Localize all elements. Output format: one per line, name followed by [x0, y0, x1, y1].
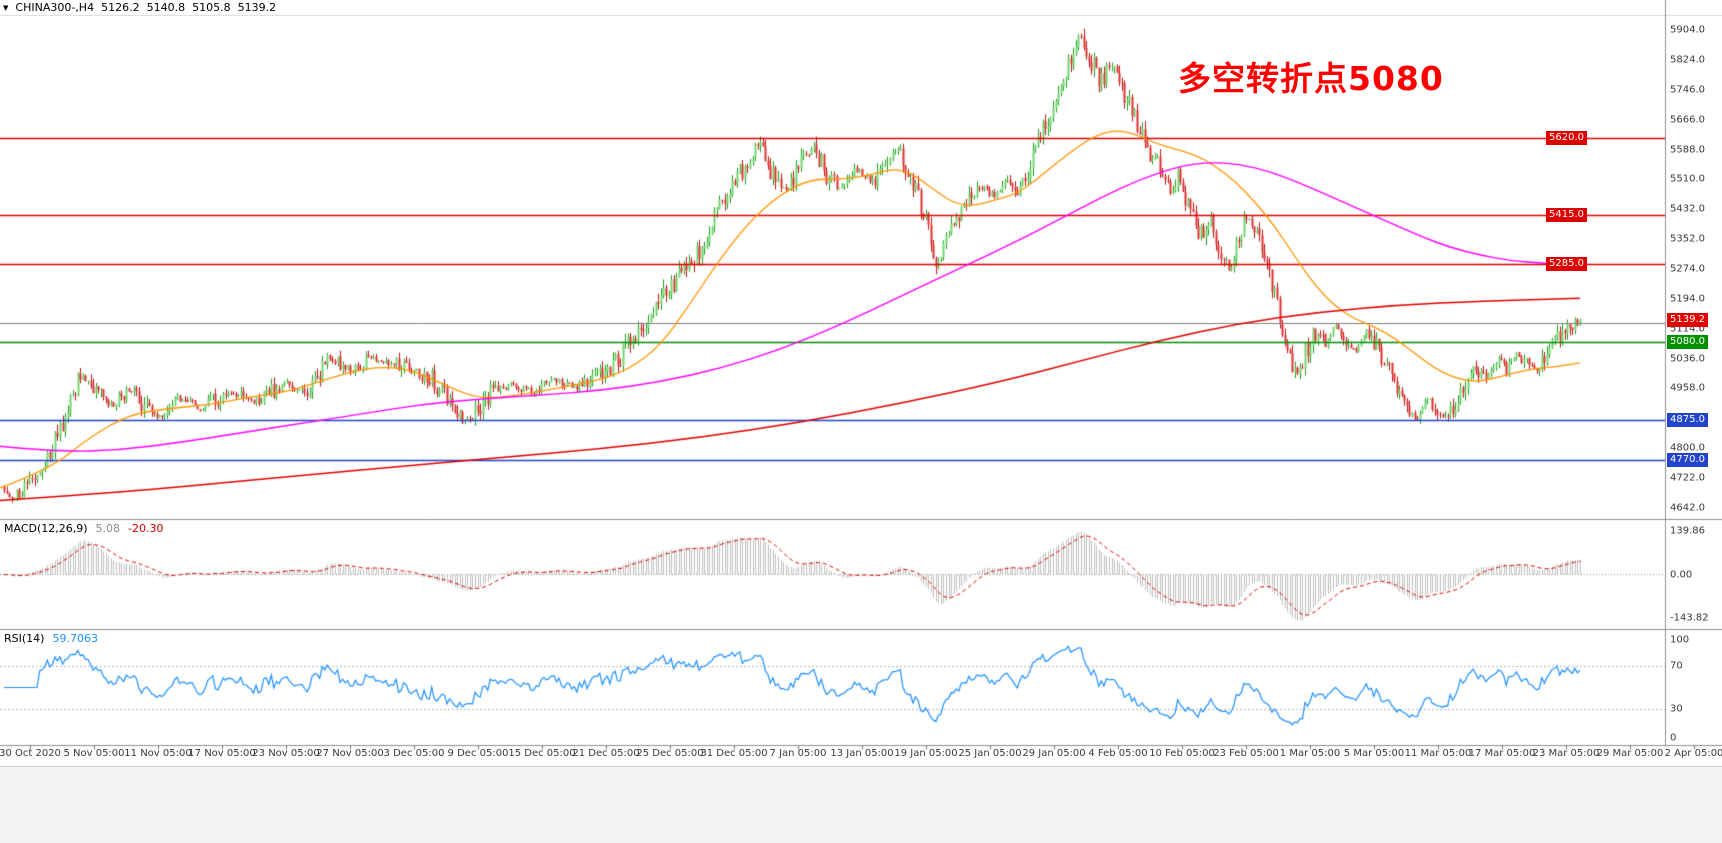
- date-axis-label: 27 Nov 05:00: [316, 748, 384, 759]
- level-price-badge: 5415.0: [1546, 208, 1587, 223]
- current-price-badge: 5139.2: [1667, 312, 1708, 327]
- price-axis-label: 4800.0: [1670, 442, 1705, 454]
- date-axis-label: 5 Mar 05:00: [1343, 748, 1405, 759]
- date-axis-label: 15 Dec 05:00: [508, 748, 576, 759]
- turning-point-annotation: 多空转折点5080: [1178, 59, 1444, 98]
- rsi-title: RSI(14): [4, 632, 45, 645]
- date-axis-label: 21 Dec 05:00: [572, 748, 640, 759]
- macd-title: MACD(12,26,9): [4, 522, 88, 535]
- level-price-badge: 5080.0: [1667, 335, 1708, 350]
- price-axis-label: 5274.0: [1670, 263, 1705, 275]
- date-axis-label: 9 Dec 05:00: [447, 748, 509, 759]
- macd-hist-value: 5.08: [95, 522, 121, 535]
- rsi-pane-header: RSI(14) 59.7063: [4, 632, 98, 645]
- price-axis-label: 5036.0: [1670, 353, 1705, 365]
- date-axis-label: 3 Dec 05:00: [383, 748, 445, 759]
- rsi-axis-label: 70: [1670, 660, 1683, 672]
- date-axis-label: 10 Feb 05:00: [1149, 748, 1215, 759]
- macd-axis-label: 139.86: [1670, 525, 1705, 537]
- date-axis-label: 25 Dec 05:00: [636, 748, 704, 759]
- price-axis-label: 5904.0: [1670, 24, 1705, 36]
- rsi-axis-label: 30: [1670, 703, 1683, 715]
- date-axis-label: 17 Nov 05:00: [188, 748, 256, 759]
- date-axis-label: 31 Dec 05:00: [700, 748, 768, 759]
- ohlc-close-value: 5139.2: [237, 1, 277, 14]
- level-price-badge: 5285.0: [1546, 257, 1587, 272]
- date-axis-label: 13 Jan 05:00: [830, 748, 894, 759]
- date-axis-label: 5 Nov 05:00: [63, 748, 125, 759]
- rsi-axis-label: 100: [1670, 634, 1690, 646]
- date-axis-label: 17 Mar 05:00: [1468, 748, 1536, 759]
- ohlc-high-value: 5140.8: [146, 1, 186, 14]
- rsi-value: 59.7063: [52, 632, 98, 645]
- date-axis-label: 1 Mar 05:00: [1279, 748, 1341, 759]
- price-axis-label: 4722.0: [1670, 472, 1705, 484]
- date-axis-label: 29 Jan 05:00: [1022, 748, 1086, 759]
- macd-axis-label: -143.82: [1670, 612, 1709, 624]
- level-price-badge: 4770.0: [1667, 452, 1708, 467]
- bottom-margin-area: [0, 766, 1722, 843]
- symbol-dropdown-icon[interactable]: ▼: [3, 3, 9, 12]
- date-axis-label: 23 Nov 05:00: [252, 748, 320, 759]
- chart-ohlc-header: ▼ CHINA300-,H4 5126.2 5140.8 5105.8 5139…: [3, 1, 276, 14]
- level-price-badge: 5620.0: [1546, 130, 1587, 145]
- price-axis-label: 5352.0: [1670, 233, 1705, 245]
- date-axis-label: 19 Jan 05:00: [894, 748, 958, 759]
- date-axis-label: 4 Feb 05:00: [1088, 748, 1148, 759]
- date-axis-label: 7 Jan 05:00: [769, 748, 827, 759]
- price-axis-label: 5114.0: [1670, 323, 1705, 335]
- price-axis-label: 4642.0: [1670, 502, 1705, 514]
- price-axis-label: 5666.0: [1670, 114, 1705, 126]
- ohlc-low-value: 5105.8: [192, 1, 231, 14]
- rsi-axis-label: 0: [1670, 732, 1677, 744]
- date-axis-label: 11 Nov 05:00: [124, 748, 192, 759]
- price-axis-label: 4958.0: [1670, 382, 1705, 394]
- macd-axis-label: 0.00: [1670, 569, 1693, 580]
- date-axis-label: 23 Mar 05:00: [1532, 748, 1600, 759]
- ohlc-open-value: 5126.2: [101, 1, 140, 14]
- price-axis-label: 5824.0: [1670, 54, 1705, 66]
- date-axis-label: 23 Feb 05:00: [1213, 748, 1279, 759]
- macd-pane-header: MACD(12,26,9) 5.08 -20.30: [4, 522, 164, 535]
- date-axis-label: 29 Mar 05:00: [1596, 748, 1664, 759]
- level-price-badge: 4875.0: [1667, 412, 1708, 427]
- price-axis-label: 5194.0: [1670, 293, 1705, 305]
- date-axis-label: 30 Oct 2020: [0, 748, 61, 759]
- date-axis-label: 11 Mar 05:00: [1404, 748, 1472, 759]
- symbol-timeframe-label: CHINA300-,H4: [15, 1, 95, 14]
- date-axis-label: 2 Apr 05:00: [1664, 748, 1722, 759]
- macd-signal-value: -20.30: [128, 522, 164, 535]
- price-axis-label: 5510.0: [1670, 173, 1705, 185]
- price-axis-label: 5432.0: [1670, 203, 1705, 215]
- date-axis-label: 25 Jan 05:00: [958, 748, 1022, 759]
- price-axis-label: 5588.0: [1670, 144, 1705, 156]
- price-axis-label: 5746.0: [1670, 84, 1705, 96]
